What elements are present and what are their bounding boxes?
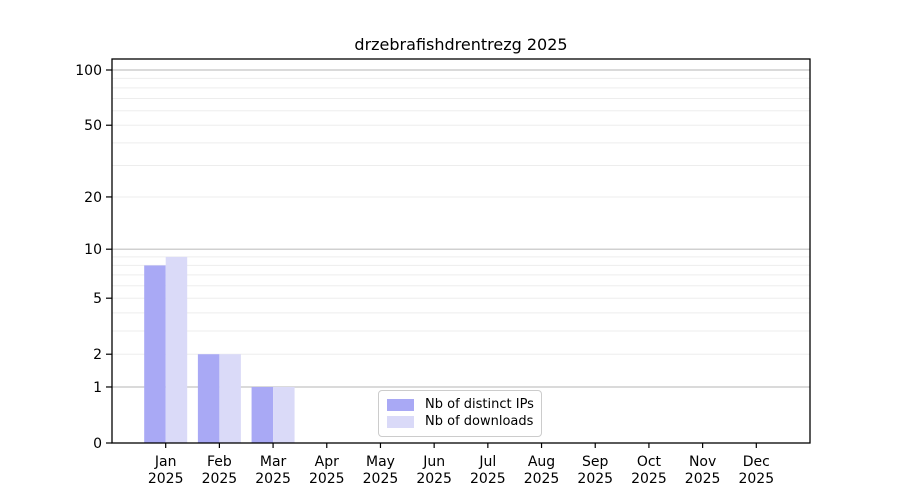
x-tick-label-month: May (366, 454, 395, 470)
y-tick-label: 20 (84, 190, 102, 206)
x-tick-label-year: 2025 (148, 471, 184, 487)
x-tick-label-year: 2025 (255, 471, 291, 487)
legend-label-downloads: Nb of downloads (425, 414, 534, 429)
legend-item-downloads: Nb of downloads (387, 414, 533, 430)
x-tick-label-year: 2025 (309, 471, 345, 487)
x-tick-label-year: 2025 (685, 471, 721, 487)
bar-downloads-feb (219, 354, 241, 443)
y-tick-label: 10 (84, 242, 102, 258)
y-tick-label: 100 (75, 63, 102, 79)
x-tick-label-year: 2025 (470, 471, 506, 487)
x-tick-label-month: Sep (582, 454, 609, 470)
bar-downloads-mar (273, 386, 295, 443)
legend: Nb of distinct IPs Nb of downloads (378, 390, 542, 437)
legend-swatch-distinct-ips (387, 399, 414, 411)
x-tick-label-year: 2025 (524, 471, 560, 487)
x-tick-label-year: 2025 (738, 471, 774, 487)
x-tick-label-month: Nov (689, 454, 716, 470)
y-tick-label: 5 (93, 291, 102, 307)
bar-distinct-ips-mar (251, 386, 274, 443)
legend-swatch-downloads (387, 416, 414, 428)
x-tick-label-month: Dec (743, 454, 770, 470)
x-tick-label-year: 2025 (577, 471, 613, 487)
x-tick-label-month: Aug (528, 454, 555, 470)
y-tick-label: 0 (93, 436, 102, 452)
bar-downloads-jan (165, 256, 188, 443)
bar-distinct-ips-feb (197, 354, 220, 443)
y-tick-label: 2 (93, 347, 102, 363)
bar-distinct-ips-jan (144, 265, 166, 443)
x-tick-label-month: Oct (637, 454, 662, 470)
x-tick-label-month: Jun (422, 454, 445, 470)
plot-border (111, 58, 811, 444)
x-tick-label-month: Feb (207, 454, 232, 470)
legend-label-distinct-ips: Nb of distinct IPs (425, 397, 534, 412)
x-tick-label-month: Mar (260, 454, 287, 470)
x-tick-label-year: 2025 (363, 471, 399, 487)
legend-item-distinct-ips: Nb of distinct IPs (387, 397, 534, 413)
chart-title: drzebrafishdrentrezg 2025 (354, 35, 568, 54)
x-tick-label-month: Jul (478, 454, 496, 470)
y-tick-label: 50 (84, 118, 102, 134)
x-tick-label-month: Jan (154, 454, 177, 470)
x-tick-label-year: 2025 (416, 471, 452, 487)
x-tick-label-year: 2025 (202, 471, 238, 487)
y-tick-label: 1 (93, 380, 102, 396)
x-tick-label-year: 2025 (631, 471, 667, 487)
x-tick-label-month: Apr (315, 454, 339, 470)
